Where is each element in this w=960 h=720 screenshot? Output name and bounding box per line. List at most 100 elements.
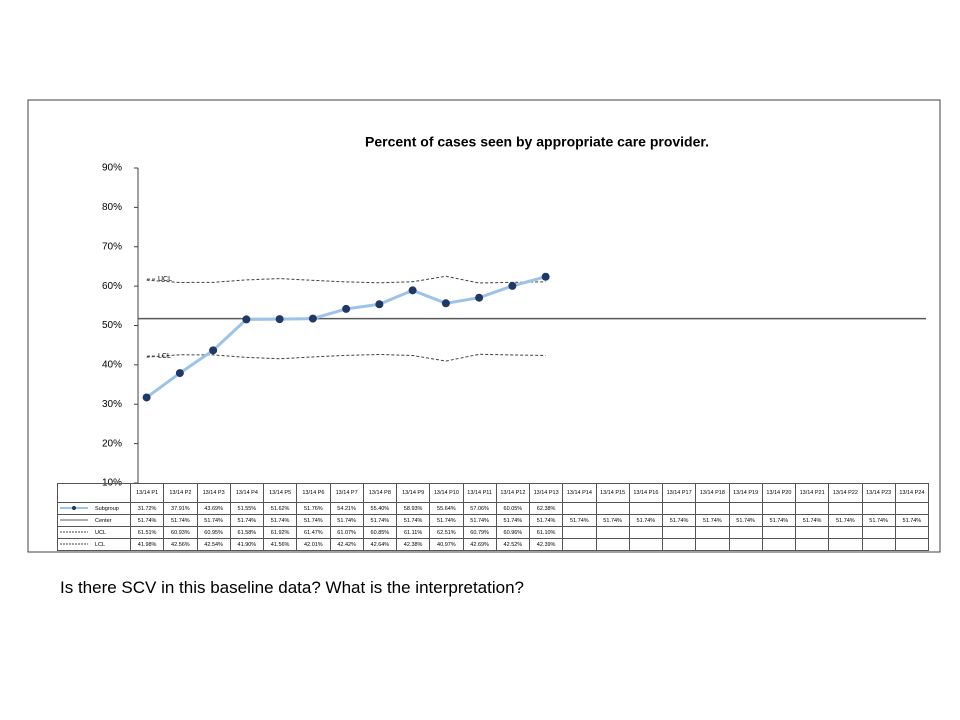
table-cell: 51.74% <box>462 514 497 527</box>
table-cell: 51.74% <box>329 514 364 527</box>
series-line <box>145 275 547 399</box>
caption: Is there SCV in this baseline data? What… <box>60 578 524 597</box>
y-tick-label: 50% <box>102 320 122 331</box>
table-cell <box>562 526 597 539</box>
legend-label: LCL <box>95 541 106 548</box>
data-point <box>308 314 317 323</box>
legend-cell: Center <box>57 514 131 527</box>
x-tick-label: 13/14 P24 <box>894 483 930 503</box>
series-line <box>146 275 546 284</box>
data-point <box>408 286 417 295</box>
x-tick-label: 13/14 P13 <box>528 483 564 503</box>
table-cell: 62.38% <box>528 502 564 515</box>
table-cell: 55.64% <box>429 502 464 515</box>
legend-swatch <box>60 531 88 533</box>
x-tick-label: 13/14 P4 <box>229 483 265 503</box>
x-tick-label: 13/14 P8 <box>362 483 398 503</box>
table-cell: 51.74% <box>894 514 930 527</box>
table-cell <box>695 526 730 539</box>
table-cell: 51.74% <box>262 514 298 527</box>
table-cell: 51.74% <box>229 514 265 527</box>
table-cell <box>661 538 697 551</box>
table-cell: 58.93% <box>395 502 431 515</box>
table-cell <box>595 502 630 515</box>
table-cell <box>794 502 830 515</box>
table-cell: 31.72% <box>129 502 165 515</box>
x-tick-label: 13/14 P21 <box>794 483 830 503</box>
table-cell <box>728 526 763 539</box>
table-cell: 51.74% <box>495 514 531 527</box>
legend-cell: LCL <box>57 538 131 551</box>
table-cell: 61.92% <box>262 526 298 539</box>
table-cell: 51.74% <box>296 514 331 527</box>
table-cell: 42.64% <box>362 538 398 551</box>
data-point <box>275 315 284 324</box>
table-cell: 37.91% <box>163 502 198 515</box>
legend-swatch <box>60 519 88 521</box>
table-row: Center 51.74% 51.74% 51.74% 51.74% 51.74% 51.7… <box>57 514 930 527</box>
annotation: UCL <box>158 276 172 283</box>
table-cell <box>695 502 730 515</box>
table-cell: 42.56% <box>163 538 198 551</box>
chart-title: Percent of cases seen by appropriate car… <box>365 134 709 150</box>
table-cell: 42.42% <box>329 538 364 551</box>
y-tick-label: 80% <box>102 202 122 213</box>
table-cell <box>894 502 930 515</box>
data-point <box>441 299 450 308</box>
table-cell: 57.06% <box>462 502 497 515</box>
table-cell: 61.58% <box>229 526 265 539</box>
table-cell: 51.74% <box>562 514 597 527</box>
legend-label: UCL <box>95 529 107 536</box>
table-cell: 51.74% <box>794 514 830 527</box>
table-cell: 51.74% <box>828 514 863 527</box>
table-cell: 61.51% <box>129 526 165 539</box>
table-cell: 41.98% <box>129 538 165 551</box>
table-cell <box>728 538 763 551</box>
table-cell: 51.74% <box>728 514 763 527</box>
data-point <box>475 293 484 302</box>
table-cell: 60.96% <box>495 526 531 539</box>
table-cell: 42.39% <box>528 538 564 551</box>
table-cell: 51.74% <box>761 514 797 527</box>
table-cell <box>562 502 597 515</box>
table-cell: 51.74% <box>196 514 231 527</box>
table-cell <box>828 526 863 539</box>
data-point <box>175 369 184 378</box>
table-cell <box>695 538 730 551</box>
table-cell: 51.74% <box>129 514 165 527</box>
table-cell: 51.74% <box>528 514 564 527</box>
table-row: Subgroup 31.72% 37.91% 43.69% 51.55% 51.62% 51… <box>57 502 930 515</box>
x-tick-label: 13/14 P14 <box>562 483 597 503</box>
x-tick-label: 13/14 P5 <box>262 483 298 503</box>
table-cell <box>761 526 797 539</box>
legend-swatch <box>60 506 88 511</box>
x-tick-label: 13/14 P11 <box>462 483 497 503</box>
annotation: LCL <box>158 353 171 360</box>
data-point <box>508 281 517 290</box>
data-point <box>375 300 384 309</box>
table-cell: 60.05% <box>495 502 531 515</box>
legend-cell: UCL <box>57 526 131 539</box>
x-tick-label: 13/14 P23 <box>861 483 896 503</box>
table-cell: 51.74% <box>628 514 664 527</box>
header-row: 13/14 P1 13/14 P2 13/14 P3 13/14 P4 13/14 P5… <box>57 483 930 503</box>
table-cell <box>861 526 896 539</box>
x-tick-label: 13/14 P1 <box>129 483 165 503</box>
table-cell <box>661 526 697 539</box>
x-tick-label: 13/14 P19 <box>728 483 763 503</box>
table-cell <box>728 502 763 515</box>
x-tick-label: 13/14 P9 <box>395 483 431 503</box>
x-tick-label: 13/14 P2 <box>163 483 198 503</box>
y-tick-label: 30% <box>102 399 122 410</box>
data-table: 13/14 P1 13/14 P2 13/14 P3 13/14 P4 13/14 P5… <box>57 483 930 551</box>
table-cell: 41.90% <box>229 538 265 551</box>
table-cell: 51.55% <box>229 502 265 515</box>
x-tick-label: 13/14 P12 <box>495 483 531 503</box>
series-line <box>146 353 546 362</box>
data-point <box>209 346 218 355</box>
table-cell: 41.56% <box>262 538 298 551</box>
table-cell <box>828 538 863 551</box>
table-cell: 60.93% <box>163 526 198 539</box>
table-cell <box>861 502 896 515</box>
table-cell: 51.74% <box>429 514 464 527</box>
